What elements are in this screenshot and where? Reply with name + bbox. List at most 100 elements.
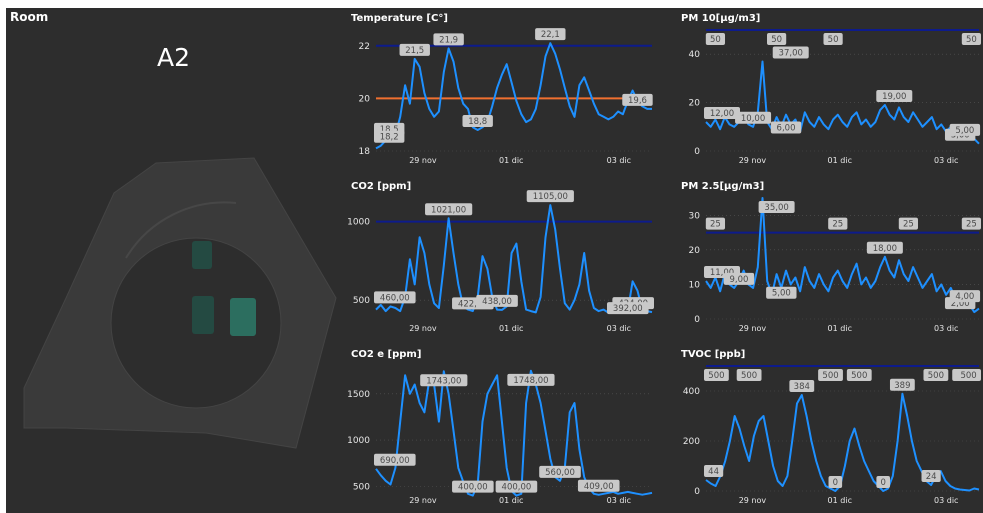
data-label: 24 bbox=[921, 470, 941, 482]
svg-text:500: 500 bbox=[822, 371, 838, 381]
svg-text:10,00: 10,00 bbox=[741, 114, 765, 124]
svg-text:35,00: 35,00 bbox=[764, 203, 788, 213]
data-label: 392,00 bbox=[606, 302, 649, 315]
room-zone-a3[interactable] bbox=[192, 296, 214, 334]
data-label: 35,00 bbox=[758, 201, 795, 213]
y-tick-label: 500 bbox=[353, 296, 370, 306]
series-line bbox=[375, 42, 652, 150]
svg-text:11,00: 11,00 bbox=[710, 268, 734, 278]
svg-text:460,00: 460,00 bbox=[380, 293, 410, 303]
floor-plan-map[interactable] bbox=[6, 8, 343, 513]
x-tick-label: 01 dic bbox=[828, 324, 852, 333]
y-tick-label: 0 bbox=[694, 315, 700, 325]
series-line bbox=[705, 197, 980, 314]
y-tick-label: 1000 bbox=[347, 218, 370, 228]
chart-title: CO2 e [ppm] bbox=[351, 349, 421, 360]
x-tick-label: 29 nov bbox=[409, 324, 437, 333]
data-label: 460,00 bbox=[374, 291, 416, 304]
series-line bbox=[705, 60, 980, 145]
data-label: 10,00 bbox=[735, 111, 772, 124]
y-tick-label: 400 bbox=[683, 387, 700, 397]
svg-text:19,6: 19,6 bbox=[628, 96, 647, 106]
data-label: 25 bbox=[961, 217, 981, 230]
svg-text:400,00: 400,00 bbox=[502, 483, 532, 493]
y-tick-label: 200 bbox=[683, 437, 700, 447]
data-label: 0 bbox=[828, 476, 843, 488]
x-tick-label: 29 nov bbox=[739, 496, 767, 505]
svg-text:690,00: 690,00 bbox=[380, 456, 410, 466]
svg-text:500: 500 bbox=[960, 371, 976, 381]
data-label: 21,9 bbox=[433, 33, 464, 46]
x-tick-label: 03 dic bbox=[607, 156, 631, 165]
svg-text:50: 50 bbox=[966, 35, 977, 45]
data-label: 25 bbox=[705, 217, 726, 230]
dashboard-panel: Temperature [C°] 18 20 22 29 nov 01 dic 03 dic… bbox=[343, 8, 983, 513]
data-label: 50 bbox=[705, 33, 726, 45]
svg-text:500: 500 bbox=[708, 371, 724, 381]
chart-pm25: PM 2.5[µg/m3] 0 10 20 30 29 nov 01 dic 03 dic 25… bbox=[681, 181, 981, 333]
data-label: 12,00 bbox=[704, 106, 740, 119]
chart-title: PM 10[µg/m3] bbox=[681, 13, 760, 24]
svg-text:5,00: 5,00 bbox=[955, 126, 974, 136]
chart-title: TVOC [ppb] bbox=[681, 349, 745, 360]
chart-temperature: Temperature [C°] 18 20 22 29 nov 01 dic 03 dic… bbox=[351, 13, 653, 165]
chart-pm10: PM 10[µg/m3] 0 20 40 29 nov 01 dic 03 dic 50 12,… bbox=[681, 13, 981, 165]
svg-text:44: 44 bbox=[708, 467, 719, 477]
x-tick-label: 03 dic bbox=[934, 496, 958, 505]
svg-text:18,5: 18,5 bbox=[380, 125, 399, 135]
y-tick-label: 500 bbox=[353, 482, 370, 492]
y-tick-label: 20 bbox=[689, 246, 701, 256]
data-label: 500 bbox=[956, 369, 981, 381]
x-tick-label: 29 nov bbox=[739, 156, 767, 165]
data-label: 1105,00 bbox=[526, 190, 574, 203]
svg-text:21,5: 21,5 bbox=[405, 46, 424, 56]
svg-text:50: 50 bbox=[710, 35, 721, 45]
data-label: 0 bbox=[876, 476, 891, 488]
svg-text:409,00: 409,00 bbox=[584, 482, 614, 492]
data-label: 389 bbox=[889, 378, 915, 391]
x-tick-label: 01 dic bbox=[828, 156, 852, 165]
data-label: 438,00 bbox=[476, 294, 518, 307]
svg-text:25: 25 bbox=[710, 220, 721, 230]
svg-text:4,00: 4,00 bbox=[955, 292, 974, 302]
data-label: 500 bbox=[704, 369, 729, 381]
x-tick-label: 01 dic bbox=[499, 156, 523, 165]
svg-text:25: 25 bbox=[832, 220, 843, 230]
svg-text:5,00: 5,00 bbox=[772, 289, 791, 299]
svg-text:9,00: 9,00 bbox=[729, 275, 748, 285]
svg-text:1743,00: 1743,00 bbox=[426, 376, 461, 386]
room-name-label: A2 bbox=[157, 43, 191, 72]
data-label: 19,00 bbox=[876, 90, 913, 103]
data-label: 1748,00 bbox=[507, 373, 555, 386]
data-label: 18,8 bbox=[462, 114, 493, 127]
y-tick-label: 18 bbox=[359, 147, 371, 157]
data-label: 500 bbox=[846, 369, 872, 381]
data-label: 4,00 bbox=[949, 290, 981, 303]
svg-text:50: 50 bbox=[771, 35, 782, 45]
svg-text:6,00: 6,00 bbox=[777, 123, 796, 133]
x-tick-label: 03 dic bbox=[607, 496, 631, 505]
data-label: 25 bbox=[898, 217, 918, 230]
data-label: 18,00 bbox=[866, 241, 903, 254]
data-label: 21,5 bbox=[399, 43, 430, 56]
svg-text:1021,00: 1021,00 bbox=[431, 205, 466, 215]
room-zone-a2[interactable] bbox=[230, 298, 256, 336]
x-tick-label: 29 nov bbox=[739, 324, 767, 333]
x-tick-label: 29 nov bbox=[409, 496, 437, 505]
chart-title: CO2 [ppm] bbox=[351, 181, 411, 192]
data-label: 50 bbox=[961, 33, 981, 45]
room-panel-title: Room bbox=[10, 10, 49, 24]
data-label: 560,00 bbox=[539, 465, 581, 478]
room-zone-a1[interactable] bbox=[192, 241, 212, 269]
data-label: 409,00 bbox=[577, 479, 620, 492]
data-label: 22,1 bbox=[535, 28, 566, 41]
svg-text:560,00: 560,00 bbox=[545, 468, 575, 478]
svg-text:0: 0 bbox=[880, 478, 885, 488]
svg-text:438,00: 438,00 bbox=[482, 297, 512, 307]
svg-text:21,9: 21,9 bbox=[439, 35, 458, 45]
data-label: 44 bbox=[704, 465, 724, 477]
data-label: 5,00 bbox=[766, 286, 797, 299]
data-label: 500 bbox=[818, 369, 843, 381]
svg-text:25: 25 bbox=[903, 220, 914, 230]
y-tick-label: 0 bbox=[694, 147, 700, 157]
